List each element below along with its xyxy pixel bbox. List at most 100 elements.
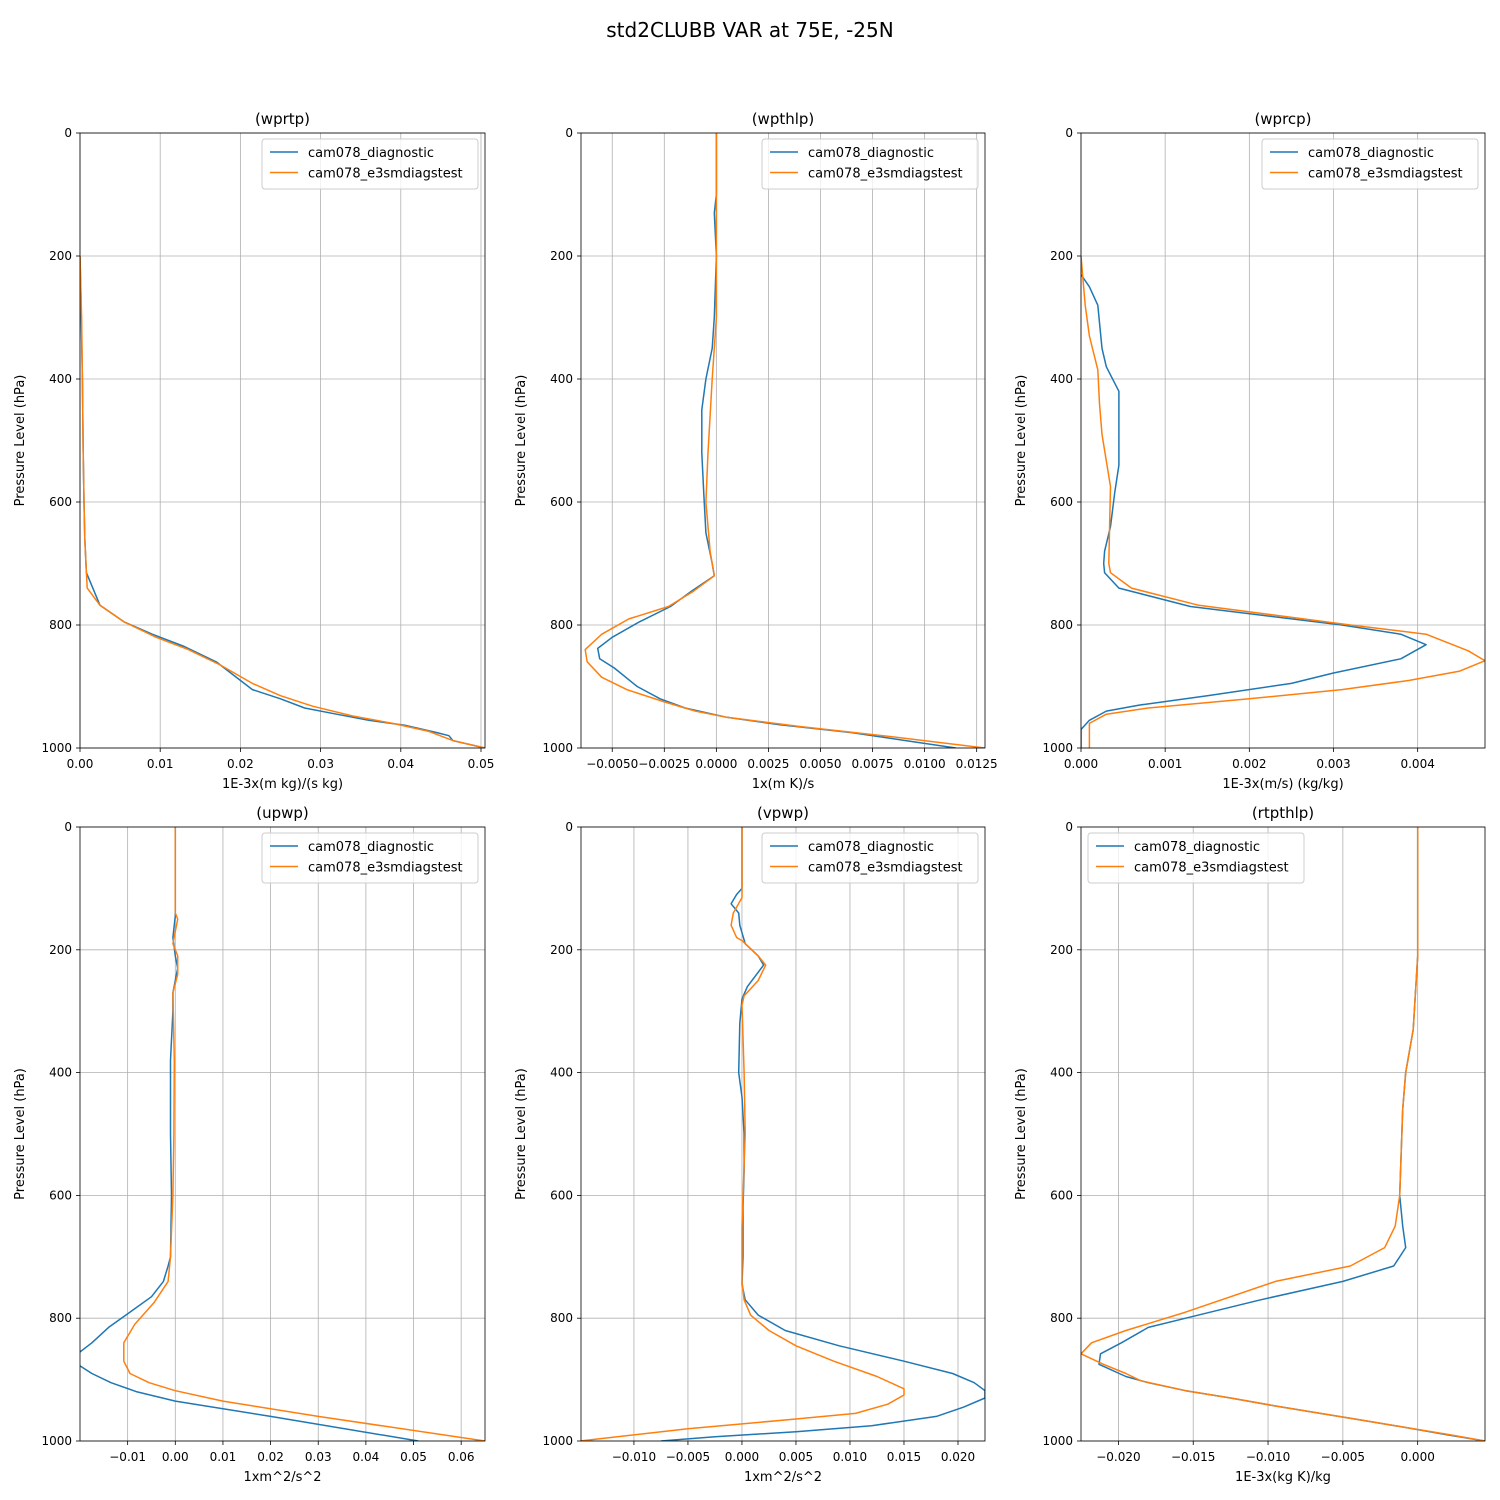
x-tick-label: −0.010 [1246,1450,1290,1464]
axes-frame [79,132,486,749]
x-tick-label: 0.06 [448,1450,475,1464]
y-tick-label: 800 [49,1311,72,1325]
y-tick-label: 200 [49,943,72,957]
legend-label-cam078_diagnostic: cam078_diagnostic [808,840,934,855]
legend: cam078_diagnostic cam078_e3smdiagstest [1087,832,1305,884]
y-tick-label: 1000 [41,741,72,755]
y-tick-label: 1000 [542,1434,573,1448]
x-tick-label: 0.04 [353,1450,380,1464]
y-tick-label: 600 [1050,1188,1073,1202]
series-line-cam078_e3smdiagstest [584,133,985,748]
series-line-cam078_e3smdiagstest [123,827,485,1441]
panel-title: (rtpthlp) [1252,804,1314,822]
panels-container: 0.00 0.01 0.02 0.03 0.04 0.05 0 200 400 600 800 100… [13,110,1486,1485]
x-axis-label: 1E-3x(kg K)/kg [1235,1470,1331,1485]
y-tick-label: 1000 [542,741,573,755]
legend-label-cam078_diagnostic: cam078_diagnostic [1308,146,1434,161]
legend-label-cam078_e3smdiagstest: cam078_e3smdiagstest [308,167,463,182]
x-tick-label: −0.005 [1321,1450,1365,1464]
panel-5: −0.010 −0.005 0.000 0.005 0.010 0.015 0.020 0 20… [514,804,986,1485]
y-tick-label: 800 [49,618,72,632]
legend: cam078_diagnostic cam078_e3smdiagstest [761,832,979,884]
y-tick-label: 0 [64,820,72,834]
y-tick-label: 200 [49,249,72,263]
x-tick-label: 0.010 [833,1450,867,1464]
x-tick-label: −0.020 [1096,1450,1140,1464]
legend-box [261,832,479,884]
legend-label-cam078_e3smdiagstest: cam078_e3smdiagstest [808,167,963,182]
x-axis-label: 1E-3x(m/s) (kg/kg) [1222,777,1343,792]
y-tick-label: 600 [550,1188,573,1202]
y-tick-label: 1000 [1042,1434,1073,1448]
y-tick-label: 800 [550,618,573,632]
y-tick-label: 400 [49,1066,72,1080]
x-tick-label: 0.000 [1400,1450,1434,1464]
y-tick-label: 400 [550,1066,573,1080]
y-tick-label: 200 [1050,249,1073,263]
x-tick-label: 0.02 [257,1450,284,1464]
series-line-cam078_e3smdiagstest [581,827,905,1441]
legend-box [1087,832,1305,884]
legend-label-cam078_diagnostic: cam078_diagnostic [1134,840,1260,855]
x-tick-label: 0.002 [1232,757,1266,771]
y-tick-label: 0 [1065,126,1073,140]
y-tick-label: 200 [1050,943,1073,957]
panel-title: (wprcp) [1254,110,1311,128]
y-tick-label: 0 [565,126,573,140]
legend-label-cam078_diagnostic: cam078_diagnostic [808,146,934,161]
y-axis-label: Pressure Level (hPa) [13,375,28,507]
panel-title: (upwp) [256,804,309,822]
y-tick-label: 600 [49,1188,72,1202]
x-tick-label: 0.03 [305,1450,332,1464]
x-tick-label: 0.05 [468,757,495,771]
y-tick-label: 400 [1050,1066,1073,1080]
x-tick-label: 0.02 [227,757,254,771]
series-line-cam078_diagnostic [1081,274,1427,748]
y-tick-label: 600 [550,495,573,509]
x-tick-label: −0.0025 [638,757,690,771]
axes-frame [1080,132,1486,749]
x-tick-label: 0.0050 [799,757,841,771]
x-tick-label: 0.0100 [904,757,946,771]
y-axis-label: Pressure Level (hPa) [13,1068,28,1200]
axes-frame [580,826,986,1442]
y-tick-label: 800 [1050,1311,1073,1325]
x-axis-label: 1E-3x(m kg)/(s kg) [222,777,343,792]
y-axis-label: Pressure Level (hPa) [514,1068,529,1200]
axes-frame [79,826,486,1442]
y-tick-label: 800 [550,1311,573,1325]
y-tick-label: 400 [550,372,573,386]
legend-box [261,138,479,190]
panel-2: −0.0050 −0.0025 0.0000 0.0025 0.0050 0.0075 0.… [514,110,998,792]
y-tick-label: 800 [1050,618,1073,632]
x-tick-label: 0.000 [1064,757,1098,771]
y-tick-label: 600 [1050,495,1073,509]
y-tick-label: 200 [550,943,573,957]
x-tick-label: 0.003 [1316,757,1350,771]
x-tick-label: 0.015 [887,1450,921,1464]
x-axis-label: 1xm^2/s^2 [744,1470,822,1485]
legend: cam078_diagnostic cam078_e3smdiagstest [261,832,479,884]
x-tick-label: 0.05 [400,1450,427,1464]
legend-label-cam078_e3smdiagstest: cam078_e3smdiagstest [1134,861,1289,876]
figure-title: std2CLUBB VAR at 75E, -25N [606,18,893,42]
series-line-cam078_e3smdiagstest [1081,255,1485,748]
panel-title: (vpwp) [757,804,809,822]
legend: cam078_diagnostic cam078_e3smdiagstest [761,138,979,190]
panel-title: (wpthlp) [752,110,815,128]
legend-box [1261,138,1479,190]
legend-box [761,832,979,884]
x-tick-label: 0.04 [387,757,414,771]
axes-frame [1080,826,1486,1442]
y-tick-label: 400 [1050,372,1073,386]
panel-4: −0.01 0.00 0.01 0.02 0.03 0.04 0.05 0.06 0 200 400… [13,804,486,1485]
legend-label-cam078_e3smdiagstest: cam078_e3smdiagstest [308,861,463,876]
x-axis-label: 1x(m K)/s [752,777,815,792]
x-tick-label: −0.015 [1171,1450,1215,1464]
series-line-cam078_e3smdiagstest [1081,827,1485,1441]
x-tick-label: 0.004 [1400,757,1434,771]
x-tick-label: 0.020 [941,1450,975,1464]
x-tick-label: −0.005 [666,1450,710,1464]
legend-label-cam078_diagnostic: cam078_diagnostic [308,146,434,161]
